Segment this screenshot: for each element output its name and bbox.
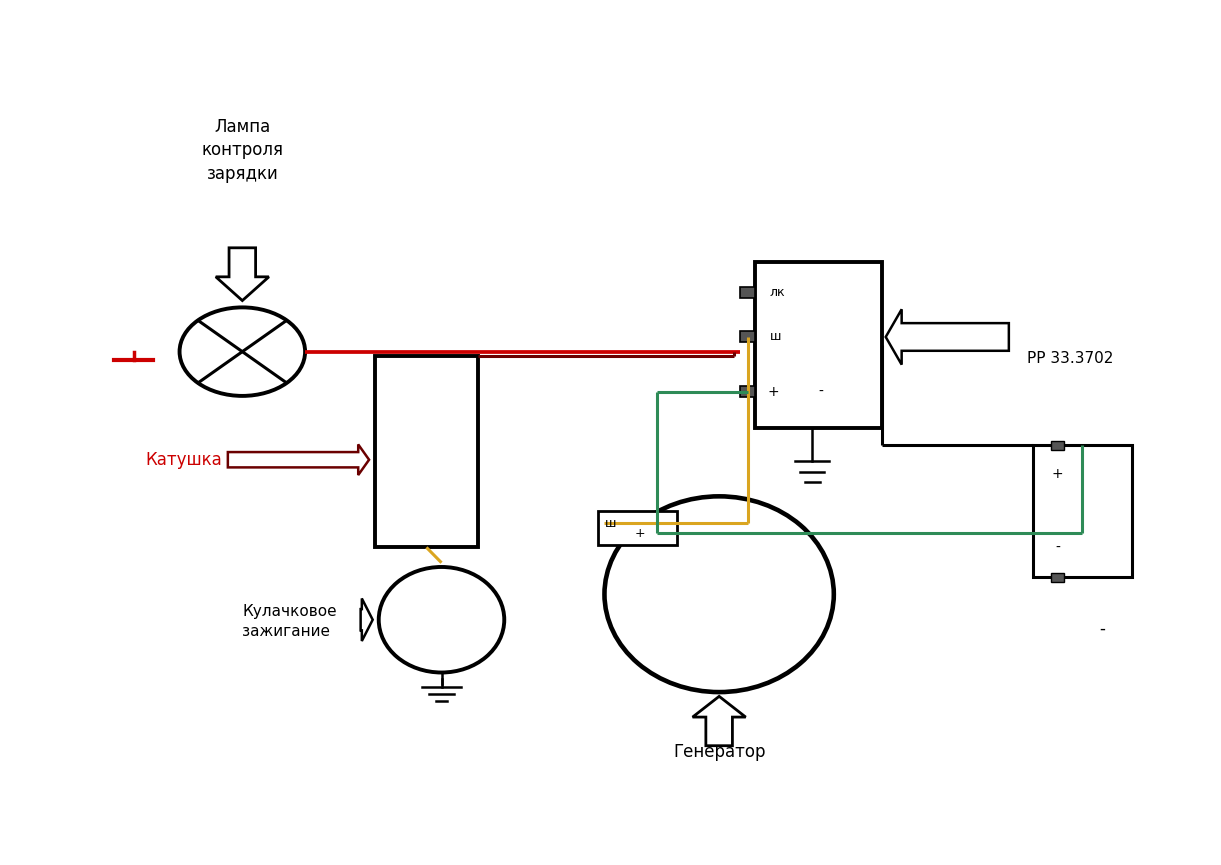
Polygon shape xyxy=(216,247,269,300)
Polygon shape xyxy=(885,310,1009,365)
Text: Кулачковое
зажигание: Кулачковое зажигание xyxy=(242,604,337,639)
Text: ш: ш xyxy=(604,516,615,529)
Ellipse shape xyxy=(604,497,834,692)
Text: РР 33.3702: РР 33.3702 xyxy=(1027,351,1114,366)
Text: Лампа
контроля
зарядки: Лампа контроля зарядки xyxy=(201,118,283,183)
Text: +: + xyxy=(1053,467,1063,481)
Bar xyxy=(1051,440,1065,450)
Text: +: + xyxy=(768,385,779,399)
Polygon shape xyxy=(228,445,369,475)
Text: Катушка: Катушка xyxy=(145,451,222,469)
Ellipse shape xyxy=(379,567,504,672)
Bar xyxy=(1051,573,1065,582)
Text: лк: лк xyxy=(769,285,785,298)
Text: -: - xyxy=(1055,541,1060,555)
Text: -: - xyxy=(818,385,823,399)
Bar xyxy=(1033,445,1132,577)
Text: Генератор: Генератор xyxy=(673,743,766,760)
Bar xyxy=(375,356,477,548)
Bar xyxy=(740,286,756,298)
Polygon shape xyxy=(692,696,746,746)
Text: -: - xyxy=(1099,619,1105,638)
Bar xyxy=(756,262,882,428)
Bar xyxy=(740,386,756,397)
Polygon shape xyxy=(360,599,372,641)
Bar xyxy=(740,331,756,343)
Text: +: + xyxy=(635,527,645,540)
Text: ш: ш xyxy=(769,330,781,343)
Bar xyxy=(598,511,676,545)
